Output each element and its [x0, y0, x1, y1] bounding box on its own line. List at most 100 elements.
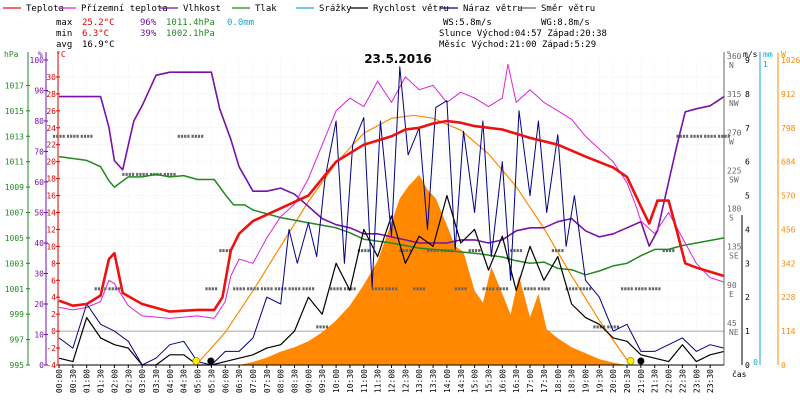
wind-dir-mark-3-1 — [97, 287, 100, 291]
wind-dir-mark-41-3 — [630, 287, 633, 291]
wind-dir-mark-42-2 — [641, 287, 644, 291]
wind-dir-mark-42-1 — [638, 287, 641, 291]
press-tick-995: 995 — [10, 361, 25, 370]
wind-dir-mark-7-0 — [150, 172, 153, 176]
wind-dir-mark-14-3 — [256, 287, 259, 291]
x-tick-1300: 13:00 — [415, 369, 424, 393]
temp-tick-26: 26 — [46, 107, 56, 116]
wind-dir-mark-2-3 — [90, 134, 93, 138]
wind-dir-mark-4-1 — [111, 287, 114, 291]
wind-dir-mark-35-3 — [547, 287, 550, 291]
wind-dir-mark-47-0 — [704, 134, 707, 138]
temp-tick-6: 6 — [51, 276, 56, 285]
x-tick-0330: 03:30 — [152, 369, 161, 393]
wind-dir-mark-40-0 — [607, 325, 610, 329]
x-tick-2100: 21:00 — [637, 369, 646, 393]
axes: 9959979991001100310051007100910111013101… — [5, 52, 800, 393]
wind-dir-mark-22-2 — [364, 249, 367, 253]
wind-dir-mark-16-0 — [274, 287, 277, 291]
hum-tick-40: 40 — [34, 239, 44, 248]
wind-dir-mark-19-1 — [319, 325, 322, 329]
x-tick-0030: 00:30 — [69, 369, 78, 393]
press-tick-1001: 1001 — [5, 285, 24, 294]
stat-min-label: min — [56, 29, 72, 39]
x-tick-0600: 06:00 — [221, 369, 230, 393]
temp-tick-4: 4 — [51, 293, 56, 302]
solar-tick-228: 228 — [781, 293, 796, 302]
temp-tick-4: -4 — [46, 361, 56, 370]
press-tick-999: 999 — [10, 310, 25, 319]
wind-dir-mark-19-3 — [325, 325, 328, 329]
wind-dir-mark-19-2 — [322, 325, 325, 329]
press-tick-1009: 1009 — [5, 183, 24, 192]
hum-tick-0: 0 — [39, 361, 44, 370]
wind-dir-mark-24-3 — [395, 287, 398, 291]
wind-dir-mark-18-0 — [302, 287, 305, 291]
wind-dir-mark-43-0 — [648, 287, 651, 291]
solar-tick-570: 570 — [781, 192, 796, 201]
wind-dir-mark-46-1 — [693, 134, 696, 138]
wind-dir-mark-18-1 — [305, 287, 308, 291]
wind-dir-mark-27-2 — [433, 249, 436, 253]
x-tick-0130: 01:30 — [97, 369, 106, 393]
wind-dir-mark-5-0 — [122, 172, 125, 176]
temp-tick-28: 28 — [46, 90, 56, 99]
stat-sun: Slunce Východ:04:57 Západ:20:38 — [439, 29, 607, 39]
x-tick-0000: 00:00 — [55, 369, 64, 393]
temp-tick-16: 16 — [46, 192, 56, 201]
wind-dir-mark-0-3 — [62, 134, 65, 138]
wind-dir-mark-4-3 — [118, 287, 121, 291]
wind-dir-mark-23-1 — [374, 287, 377, 291]
x-tick-1530: 15:30 — [485, 369, 494, 393]
wind-dir-mark-14-1 — [250, 287, 253, 291]
temp-tick-10: 10 — [46, 242, 56, 251]
x-tick-0100: 01:00 — [83, 369, 92, 393]
wind-dir-mark-24-0 — [385, 287, 388, 291]
solar-tick-114: 114 — [781, 327, 796, 336]
sunrise-marker — [192, 357, 201, 365]
wind-axis-title: m/s — [743, 50, 758, 59]
wind-dir-mark-1-0 — [66, 134, 70, 138]
stat-wind-avg: WS:5.8m/s — [443, 18, 492, 28]
x-tick-1800: 18:00 — [554, 369, 563, 393]
press-tick-997: 997 — [10, 336, 25, 345]
legend-label-tlak: Tlak — [255, 4, 277, 14]
wind-dir-mark-29-3 — [464, 287, 467, 291]
dir-tick-label-sw: SW — [729, 175, 739, 184]
solar-tick-684: 684 — [781, 158, 796, 167]
wind-dir-mark-25-0 — [399, 249, 402, 253]
wind-dir-mark-18-2 — [308, 287, 311, 291]
temp-tick-0: 0 — [51, 327, 56, 336]
hum-tick-30: 30 — [34, 270, 44, 279]
wind-dir-mark-10-3 — [201, 134, 204, 138]
dir-tick-label-n: N — [729, 61, 734, 70]
series-tlak — [58, 155, 725, 276]
x-tick-1830: 18:30 — [568, 369, 577, 393]
stat-min-hum: 39% — [140, 29, 157, 39]
x-tick-0930: 09:30 — [318, 369, 327, 393]
wind-dir-mark-0-1 — [56, 134, 59, 138]
stat-max-label: max — [56, 18, 73, 28]
x-tick-0630: 06:30 — [235, 369, 244, 393]
wind-dir-mark-35-0 — [537, 287, 541, 291]
wind-dir-mark-19-0 — [316, 325, 319, 329]
x-tick-0800: 08:00 — [277, 369, 286, 393]
wind-dir-mark-47-2 — [710, 134, 713, 138]
dir-tick-label-nw: NW — [729, 99, 739, 108]
stat-max-press: 1011.4hPa — [166, 18, 215, 28]
wind-tick-2: 2 — [745, 293, 750, 302]
x-tick-1330: 13:30 — [429, 369, 438, 393]
x-tick-2300: 23:00 — [692, 369, 701, 393]
wind-dir-mark-45-3 — [686, 134, 689, 138]
rain-axis-title: mm — [763, 50, 773, 59]
wind-dir-mark-27-1 — [430, 249, 433, 253]
wind-dir-mark-38-1 — [582, 287, 585, 291]
hum-tick-60: 60 — [34, 178, 44, 187]
wind-dir-mark-21-3 — [353, 287, 356, 291]
wind-dir-mark-20-1 — [333, 287, 336, 291]
wind-dir-mark-31-1 — [485, 287, 488, 291]
dir-tick-180: 180 — [727, 205, 742, 214]
hum-tick-90: 90 — [34, 87, 44, 96]
sunset-marker — [626, 357, 635, 365]
